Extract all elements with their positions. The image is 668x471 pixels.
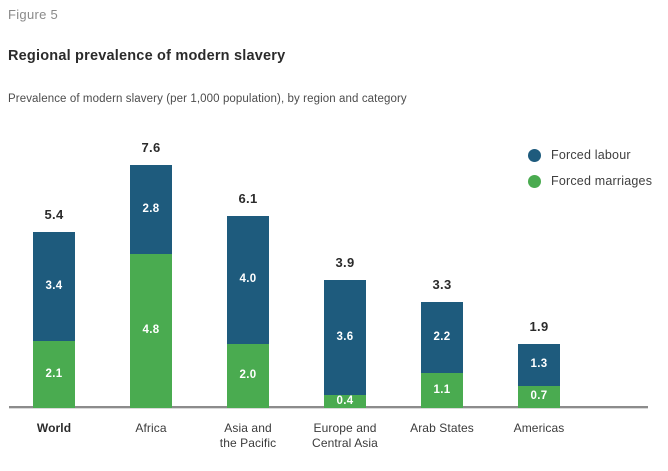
value-label: 2.1 xyxy=(45,367,63,380)
chart-title: Regional prevalence of modern slavery xyxy=(8,48,286,64)
forced-labour-swatch-icon xyxy=(528,148,541,162)
legend-label-forced-marriages: Forced marriages xyxy=(551,174,653,188)
total-label-world: 5.4 xyxy=(44,207,64,222)
total-label-europe-and-central-asia: 3.9 xyxy=(335,255,355,270)
x-axis-line-shadow xyxy=(9,408,648,409)
bar-segment-forced-labour-americas: 1.3 xyxy=(518,344,560,386)
value-label: 2.8 xyxy=(142,202,160,215)
bar-segment-forced-labour-world: 3.4 xyxy=(33,232,75,341)
bar-segment-forced-labour-arab-states: 2.2 xyxy=(421,302,463,373)
legend-item-forced-labour: Forced labour xyxy=(528,148,631,162)
value-label: 3.4 xyxy=(45,279,63,292)
value-label: 1.3 xyxy=(530,358,548,371)
x-axis-label-africa: Africa xyxy=(135,421,167,435)
legend-label-forced-labour: Forced labour xyxy=(551,148,631,162)
bar-segment-forced-labour-europe-and-central-asia: 3.6 xyxy=(324,280,366,396)
chart-subtitle: Prevalence of modern slavery (per 1,000 … xyxy=(8,93,407,105)
bar-segment-forced-labour-africa: 2.8 xyxy=(130,164,172,255)
value-label: 2.2 xyxy=(433,330,451,343)
bar-segment-forced-labour-asia-and-the-pacific: 4.0 xyxy=(227,216,269,344)
value-label: 1.1 xyxy=(433,383,451,396)
x-axis-label-asia-and-the-pacific: Asia and the Pacific xyxy=(219,421,277,450)
x-axis-label-arab-states: Arab States xyxy=(410,421,474,435)
x-axis-label-europe-and-central-asia: Europe and Central Asia xyxy=(312,421,378,450)
total-label-arab-states: 3.3 xyxy=(432,277,452,293)
value-label: 4.0 xyxy=(239,273,257,286)
bar-segment-forced-marriages-asia-and-the-pacific: 2.0 xyxy=(227,344,269,408)
figure-label: Figure 5 xyxy=(8,7,59,22)
bar-segment-forced-marriages-americas: 0.7 xyxy=(518,385,560,408)
total-label-africa: 7.6 xyxy=(141,139,161,155)
bar-segment-forced-marriages-africa: 4.8 xyxy=(130,254,172,408)
value-label: 0.4 xyxy=(336,394,354,407)
value-label: 4.8 xyxy=(142,324,160,337)
forced-marriages-swatch-icon xyxy=(528,174,541,188)
value-label: 2.0 xyxy=(239,369,257,382)
bar-segment-forced-marriages-world: 2.1 xyxy=(33,340,75,408)
total-label-asia-and-the-pacific: 6.1 xyxy=(238,191,258,206)
value-label: 3.6 xyxy=(336,330,354,343)
legend-item-forced-marriages: Forced marriages xyxy=(528,174,652,188)
value-label: 0.7 xyxy=(530,390,548,403)
bar-segment-forced-marriages-europe-and-central-asia: 0.4 xyxy=(324,395,366,408)
x-axis-label-americas: Americas xyxy=(513,421,565,435)
x-axis-label-world: World xyxy=(36,421,72,435)
total-label-americas: 1.9 xyxy=(529,319,549,334)
bar-segment-forced-marriages-arab-states: 1.1 xyxy=(421,372,463,408)
